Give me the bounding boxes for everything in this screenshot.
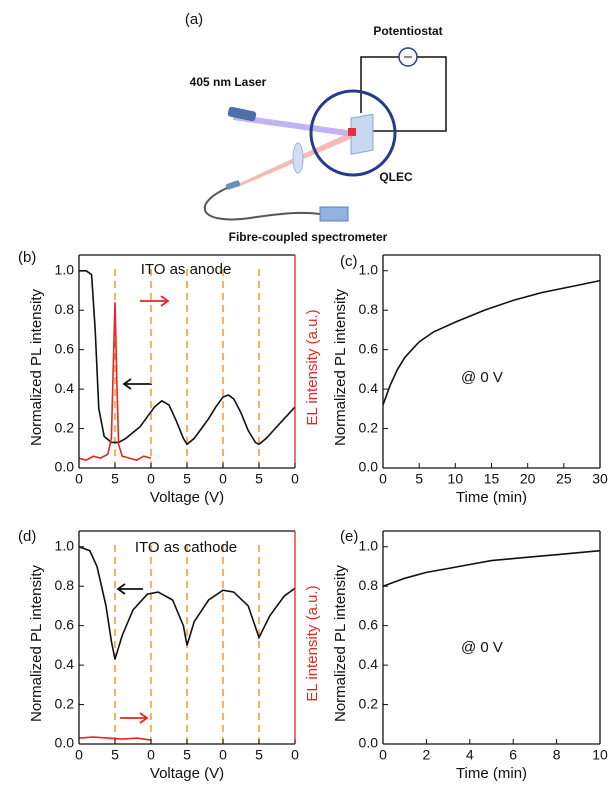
y-tick-label: 0.0	[55, 459, 75, 475]
x-tick-label: 5	[183, 471, 191, 487]
device-label: QLEC	[379, 170, 413, 184]
y2-axis-title: EL intensity (a.u.)	[304, 309, 321, 425]
x-tick-label: 5	[255, 471, 263, 487]
x-axis-title: Time (min)	[456, 765, 527, 782]
annotation: @ 0 V	[461, 639, 503, 656]
x-tick-label: 0	[291, 747, 299, 763]
y-axis-title: Normalized PL intensity	[28, 564, 45, 722]
data-line	[382, 549, 601, 587]
x-tick-label: 0	[147, 471, 155, 487]
y-tick-label: 0.2	[359, 419, 379, 435]
circuit-wire	[360, 56, 447, 132]
x-tick-label: 20	[520, 471, 536, 487]
x-tick-label: 2	[423, 747, 431, 763]
panel-label: (d)	[18, 528, 36, 545]
x-tick-label: 0	[291, 471, 299, 487]
x-tick-label: 25	[556, 471, 572, 487]
x-tick-label: 6	[509, 747, 517, 763]
x-tick-label: 0	[219, 747, 227, 763]
excitation-spot	[348, 128, 356, 136]
x-tick-label: 0	[379, 471, 387, 487]
fiber	[203, 187, 321, 221]
x-tick-label: 0	[379, 747, 387, 763]
x-axis-title: Time (min)	[456, 489, 527, 506]
y-tick-label: 0.4	[359, 656, 379, 672]
x-tick-label: 10	[592, 747, 608, 763]
y-tick-label: 0.0	[55, 735, 75, 751]
annotation: ITO as anode	[141, 261, 232, 278]
y-tick-label: 0.4	[55, 380, 75, 396]
y-tick-label: 0.6	[359, 340, 379, 356]
data-line	[78, 546, 296, 660]
y-tick-label: 0.2	[55, 419, 75, 435]
y-tick-label: 0.6	[55, 616, 75, 632]
y-tick-label: 0.8	[55, 301, 75, 317]
y-tick-label: 0.2	[55, 695, 75, 711]
panel-label: (c)	[340, 253, 358, 270]
arrows	[116, 295, 170, 724]
x-tick-label: 0	[75, 747, 83, 763]
data-line	[78, 736, 152, 741]
laser-label: 405 nm Laser	[190, 75, 267, 89]
y2-axis-title: EL intensity (a.u.)	[304, 585, 321, 701]
x-tick-label: 4	[466, 747, 474, 763]
spectrometer	[319, 206, 349, 222]
y-tick-label: 0.0	[359, 459, 379, 475]
x-axis-title: Voltage (V)	[150, 489, 224, 506]
data-line	[382, 279, 601, 406]
detector-label: Fibre-coupled spectrometer	[229, 230, 388, 244]
laser-beam	[233, 114, 354, 137]
x-tick-label: 8	[553, 747, 561, 763]
x-tick-label: 10	[448, 471, 464, 487]
arrow	[122, 378, 152, 390]
y-tick-label: 0.8	[359, 301, 379, 317]
data-line	[78, 302, 152, 461]
y-tick-label: 1.0	[359, 261, 379, 277]
y-tick-label: 0.8	[359, 577, 379, 593]
potentiostat-label: Potentiostat	[373, 24, 442, 38]
laser	[227, 106, 257, 122]
arrow	[140, 295, 170, 307]
x-tick-label: 5	[111, 471, 119, 487]
panel-label: (b)	[18, 249, 36, 266]
y-tick-label: 1.0	[55, 537, 75, 553]
arrow	[120, 712, 149, 724]
x-tick-label: 5	[183, 747, 191, 763]
x-tick-label: 0	[75, 471, 83, 487]
y-axis-title: Normalized PL intensity	[28, 288, 45, 446]
y-tick-label: 0.4	[55, 656, 75, 672]
fiber-tip	[225, 180, 241, 190]
annotation: @ 0 V	[461, 369, 503, 386]
panel-label: (a)	[185, 11, 203, 28]
x-tick-label: 0	[147, 747, 155, 763]
y-tick-label: 1.0	[55, 261, 75, 277]
data-line	[79, 270, 296, 446]
arrow	[116, 583, 143, 595]
x-tick-label: 30	[592, 471, 608, 487]
x-tick-label: 5	[111, 747, 119, 763]
x-axis-title: Voltage (V)	[150, 765, 224, 782]
annotation: ITO as cathode	[135, 539, 237, 556]
x-tick-label: 15	[484, 471, 500, 487]
y-tick-label: 0.0	[359, 735, 379, 751]
x-tick-label: 0	[219, 471, 227, 487]
lens	[292, 142, 304, 174]
x-tick-label: 5	[415, 471, 423, 487]
y-tick-label: 1.0	[359, 537, 379, 553]
y-tick-label: 0.2	[359, 695, 379, 711]
y-tick-label: 0.6	[55, 340, 75, 356]
y-tick-label: 0.8	[55, 577, 75, 593]
y-tick-label: 0.4	[359, 380, 379, 396]
setup-diagram: (a) Potentiostat 405 nm Laser QLEC Fibre…	[185, 11, 447, 244]
y-axis-title: Normalized PL intensity	[332, 288, 349, 446]
device	[350, 113, 374, 155]
y-tick-label: 0.6	[359, 616, 379, 632]
x-tick-label: 5	[255, 747, 263, 763]
device-circle	[309, 89, 397, 177]
panel-label: (e)	[340, 528, 358, 545]
y-axis-title: Normalized PL intensity	[332, 564, 349, 722]
